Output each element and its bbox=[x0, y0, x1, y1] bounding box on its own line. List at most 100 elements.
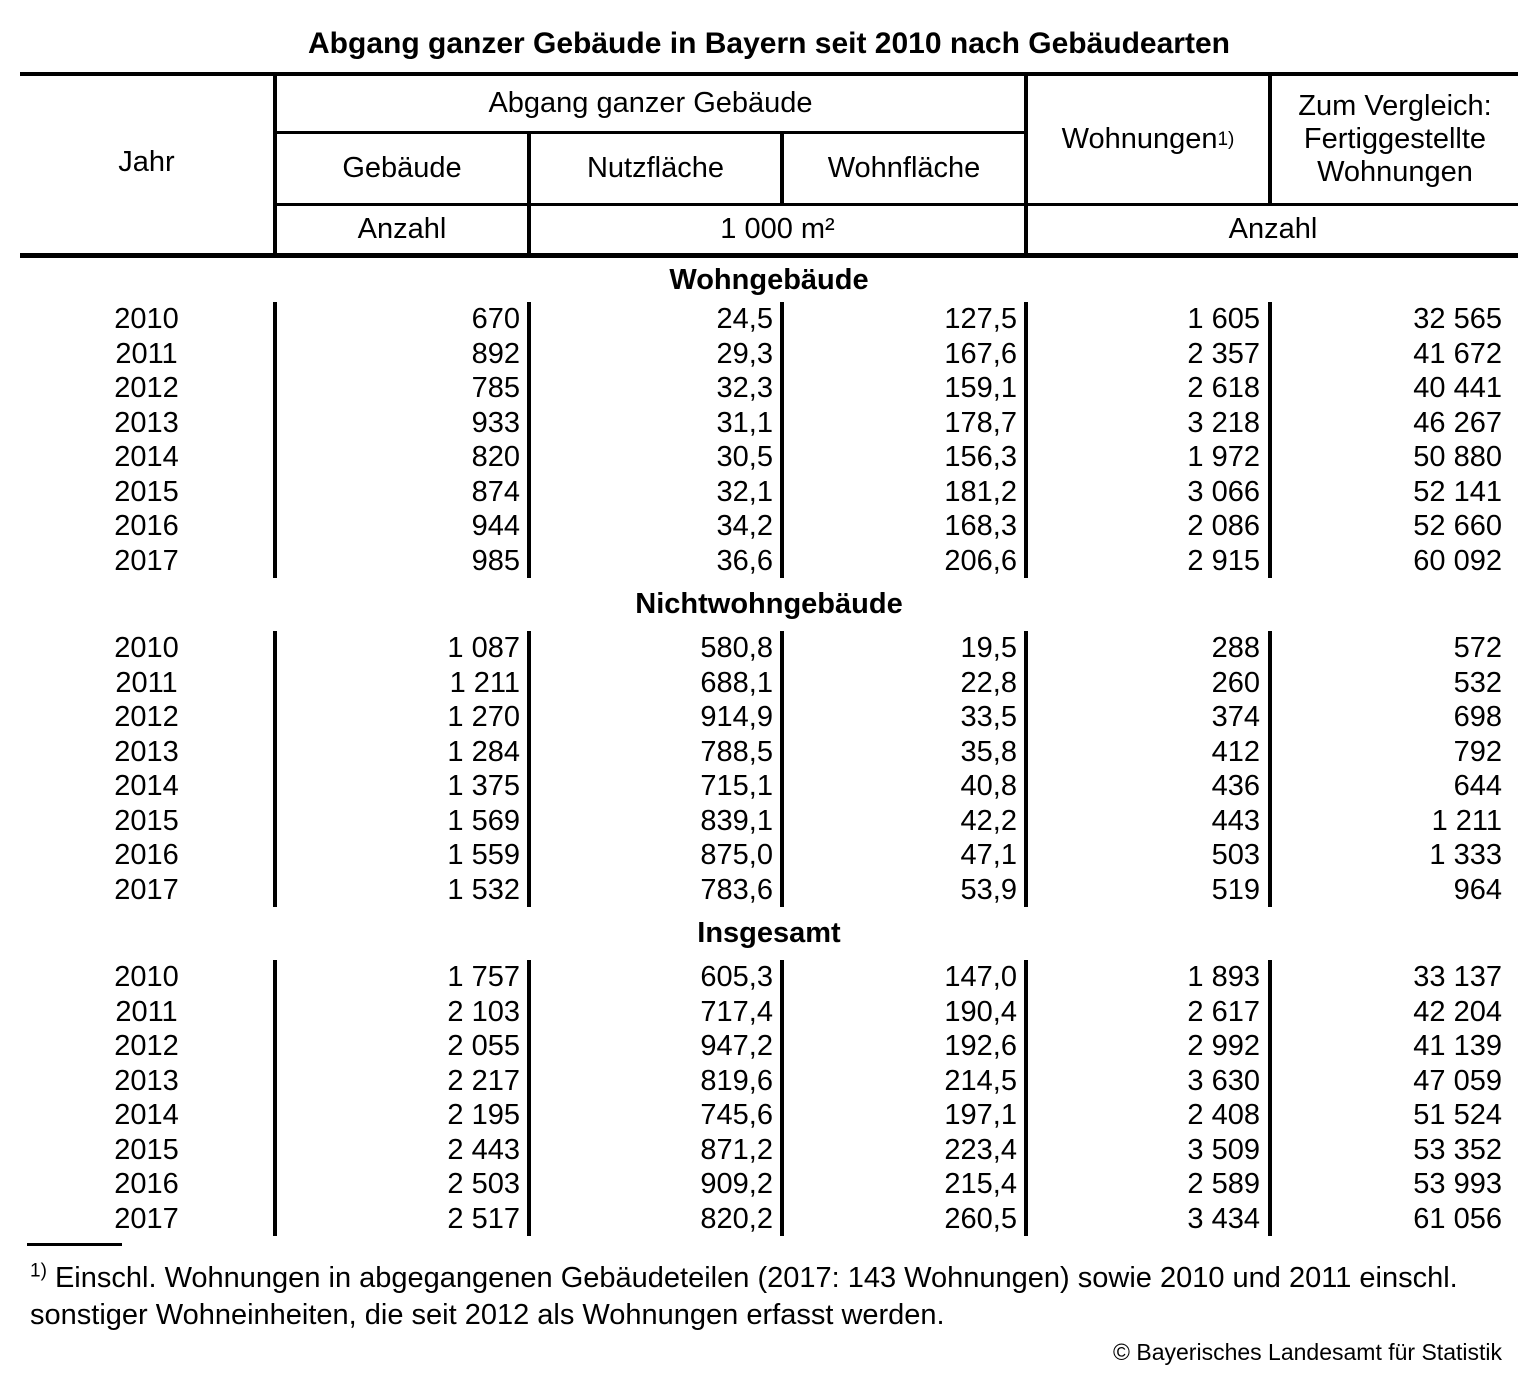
table-row: 2015 1 569 839,1 42,2 443 1 211 bbox=[0, 804, 1536, 839]
cell-nutzflaeche: 909,2 bbox=[700, 1168, 773, 1200]
cell-nutzflaeche: 871,2 bbox=[700, 1133, 773, 1166]
cell-wohnflaeche: 181,2 bbox=[944, 475, 1017, 508]
header-row2-divider bbox=[273, 203, 1518, 206]
section-column-rule bbox=[527, 631, 531, 907]
cell-year: 2017 bbox=[114, 1202, 179, 1235]
cell-wohnungen: 443 bbox=[1211, 804, 1260, 837]
cell-nutzflaeche: 29,3 bbox=[716, 337, 773, 370]
section-column-rule bbox=[527, 302, 531, 578]
section-column-rule bbox=[1268, 960, 1272, 1236]
cell-wohnungen: 1 605 bbox=[1187, 303, 1260, 335]
table-row: 2011 1 211 688,1 22,8 260 532 bbox=[0, 666, 1536, 701]
cell-year: 2016 bbox=[114, 839, 179, 871]
cell-wohnflaeche: 168,3 bbox=[944, 510, 1017, 542]
table-row: 2010 1 087 580,8 19,5 288 572 bbox=[0, 631, 1536, 666]
cell-wohnungen: 1 972 bbox=[1187, 441, 1260, 473]
cell-fertiggestellte-wohnungen: 50 880 bbox=[1413, 441, 1502, 473]
section-column-rule bbox=[780, 631, 784, 907]
cell-wohnungen: 2 915 bbox=[1187, 544, 1260, 577]
cell-year: 2017 bbox=[114, 544, 179, 577]
cell-wohnflaeche: 223,4 bbox=[944, 1133, 1017, 1166]
header-vline-wohnungen-vergleich bbox=[1268, 72, 1272, 206]
cell-wohnflaeche: 214,5 bbox=[944, 1064, 1017, 1097]
cell-nutzflaeche: 32,3 bbox=[716, 372, 773, 404]
table-row: 2011 2 103 717,4 190,4 2 617 42 204 bbox=[0, 995, 1536, 1030]
cell-year: 2013 bbox=[114, 406, 179, 439]
cell-nutzflaeche: 914,9 bbox=[700, 701, 773, 733]
table-row: 2013 933 31,1 178,7 3 218 46 267 bbox=[0, 406, 1536, 441]
cell-fertiggestellte-wohnungen: 40 441 bbox=[1413, 372, 1502, 404]
cell-wohnungen: 2 617 bbox=[1187, 995, 1260, 1028]
cell-gebaeude: 2 517 bbox=[447, 1202, 520, 1235]
header-row1-divider bbox=[273, 131, 1024, 134]
cell-wohnungen: 374 bbox=[1211, 701, 1260, 733]
cell-gebaeude: 2 055 bbox=[447, 1030, 520, 1062]
header-col-vergleich: Zum Vergleich: Fertiggestellte Wohnungen bbox=[1272, 76, 1518, 203]
cell-gebaeude: 985 bbox=[471, 544, 520, 577]
cell-nutzflaeche: 31,1 bbox=[716, 406, 773, 439]
cell-fertiggestellte-wohnungen: 33 137 bbox=[1413, 961, 1502, 993]
cell-gebaeude: 1 532 bbox=[447, 873, 520, 906]
cell-year: 2013 bbox=[114, 1064, 179, 1097]
cell-wohnungen: 436 bbox=[1211, 770, 1260, 802]
table-row: 2017 2 517 820,2 260,5 3 434 61 056 bbox=[0, 1202, 1536, 1237]
cell-nutzflaeche: 580,8 bbox=[700, 632, 773, 664]
cell-fertiggestellte-wohnungen: 53 352 bbox=[1413, 1133, 1502, 1166]
cell-wohnungen: 519 bbox=[1211, 873, 1260, 906]
cell-gebaeude: 1 211 bbox=[449, 666, 520, 699]
section-column-rule bbox=[1268, 631, 1272, 907]
footnote: 1) Einschl. Wohnungen in abgegangenen Ge… bbox=[30, 1260, 1500, 1334]
cell-wohnungen: 288 bbox=[1211, 632, 1260, 664]
cell-year: 2012 bbox=[114, 701, 179, 733]
cell-wohnungen: 2 618 bbox=[1187, 372, 1260, 404]
cell-gebaeude: 2 103 bbox=[447, 995, 520, 1028]
cell-fertiggestellte-wohnungen: 1 211 bbox=[1431, 804, 1502, 837]
cell-gebaeude: 944 bbox=[471, 510, 520, 542]
cell-fertiggestellte-wohnungen: 53 993 bbox=[1413, 1168, 1502, 1200]
cell-fertiggestellte-wohnungen: 41 139 bbox=[1413, 1030, 1502, 1062]
cell-nutzflaeche: 788,5 bbox=[700, 735, 773, 768]
cell-wohnungen: 260 bbox=[1211, 666, 1260, 699]
cell-wohnflaeche: 35,8 bbox=[960, 735, 1017, 768]
cell-wohnflaeche: 19,5 bbox=[960, 632, 1017, 664]
cell-wohnflaeche: 40,8 bbox=[960, 770, 1017, 802]
cell-gebaeude: 1 270 bbox=[447, 701, 520, 733]
section-column-rule bbox=[1024, 960, 1028, 1236]
header-vline-wohnflaeche-wohnungen bbox=[1024, 72, 1028, 253]
copyright: © Bayerisches Landesamt für Statistik bbox=[1113, 1339, 1502, 1365]
cell-year: 2010 bbox=[114, 632, 179, 664]
table-row: 2015 2 443 871,2 223,4 3 509 53 352 bbox=[0, 1133, 1536, 1168]
section-heading: Wohngebäude bbox=[669, 263, 869, 296]
cell-year: 2017 bbox=[114, 873, 179, 906]
section-heading: Nichtwohngebäude bbox=[635, 588, 903, 620]
header-group-abgang: Abgang ganzer Gebäude bbox=[488, 87, 813, 119]
cell-wohnungen: 503 bbox=[1211, 839, 1260, 871]
table-row: 2012 1 270 914,9 33,5 374 698 bbox=[0, 700, 1536, 735]
cell-wohnungen: 3 434 bbox=[1187, 1202, 1260, 1235]
section-column-rule bbox=[273, 631, 277, 907]
cell-nutzflaeche: 717,4 bbox=[700, 995, 773, 1028]
cell-year: 2012 bbox=[114, 372, 179, 404]
cell-fertiggestellte-wohnungen: 1 333 bbox=[1429, 839, 1502, 871]
table-row: 2014 2 195 745,6 197,1 2 408 51 524 bbox=[0, 1098, 1536, 1133]
table-row: 2010 1 757 605,3 147,0 1 893 33 137 bbox=[0, 960, 1536, 995]
cell-fertiggestellte-wohnungen: 698 bbox=[1453, 701, 1502, 733]
cell-wohnflaeche: 192,6 bbox=[944, 1030, 1017, 1062]
cell-year: 2016 bbox=[114, 510, 179, 542]
cell-nutzflaeche: 36,6 bbox=[716, 544, 773, 577]
cell-wohnflaeche: 156,3 bbox=[944, 441, 1017, 473]
cell-gebaeude: 2 217 bbox=[447, 1064, 520, 1097]
table-row: 2012 785 32,3 159,1 2 618 40 441 bbox=[0, 371, 1536, 406]
header-col-gebaeude: Gebäude bbox=[342, 152, 462, 184]
cell-nutzflaeche: 839,1 bbox=[700, 804, 773, 837]
cell-wohnungen: 412 bbox=[1211, 735, 1260, 768]
footnote-line2: sonstiger Wohneinheiten, die seit 2012 a… bbox=[30, 1299, 945, 1331]
cell-wohnungen: 3 630 bbox=[1187, 1064, 1260, 1097]
header-col-wohnungen-label: Wohnungen bbox=[1061, 123, 1218, 155]
cell-wohnungen: 2 992 bbox=[1187, 1030, 1260, 1062]
cell-gebaeude: 820 bbox=[471, 441, 520, 473]
cell-year: 2014 bbox=[114, 441, 179, 473]
section-column-rule bbox=[780, 960, 784, 1236]
table-top-border bbox=[20, 72, 1518, 76]
section-column-rule bbox=[273, 302, 277, 578]
